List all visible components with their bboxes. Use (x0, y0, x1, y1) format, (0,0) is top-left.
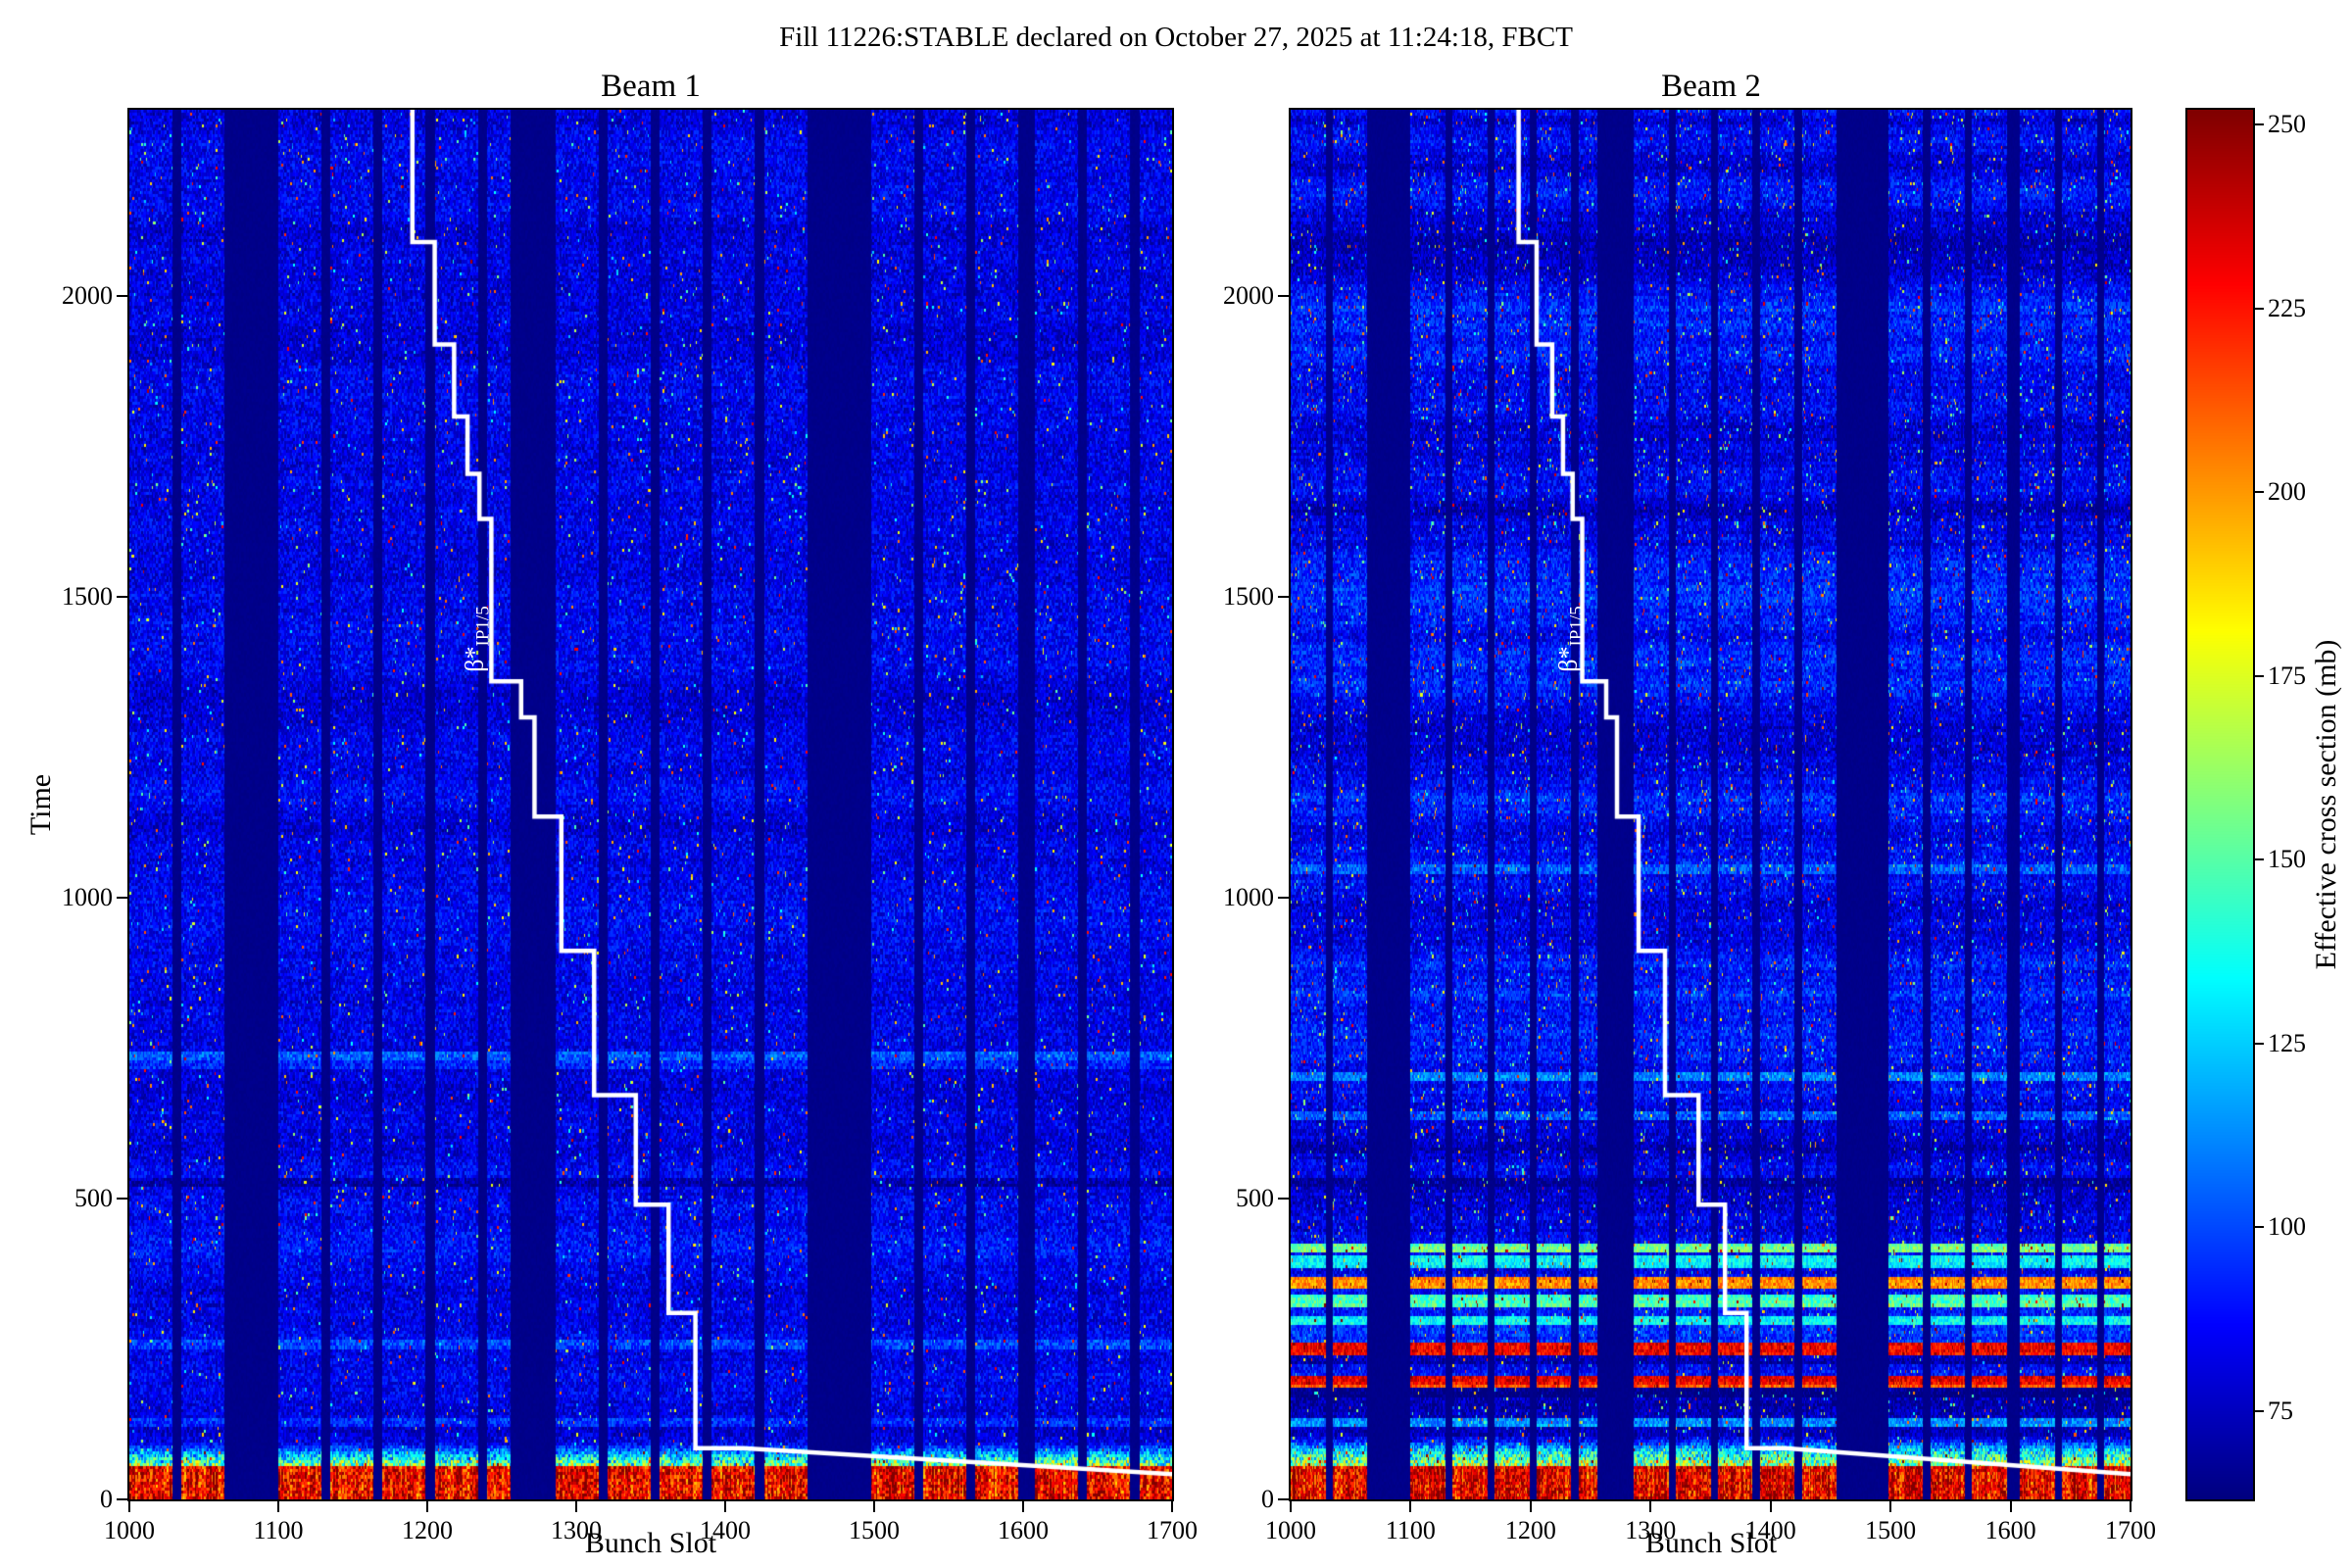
beta-star-symbol: β* (1553, 646, 1583, 672)
colorbar-gradient (2187, 110, 2253, 1499)
x-tick-label: 1200 (1504, 1516, 1556, 1544)
x-tick-label: 1300 (1625, 1516, 1677, 1544)
beam2-x-axis-label: Bunch Slot (1644, 1527, 1778, 1559)
x-tick-label: 1100 (1385, 1516, 1436, 1544)
beta-star-label-beam2: β*IP1/5 (1553, 606, 1588, 671)
x-tick-label: 1700 (2105, 1516, 2156, 1544)
y-tick-mark (1278, 1198, 1289, 1200)
x-tick-mark (1769, 1501, 1772, 1512)
y-tick-label: 500 (1236, 1184, 1274, 1213)
x-tick-mark (1889, 1501, 1892, 1512)
x-tick-mark (1171, 1501, 1173, 1512)
y-tick-label: 500 (74, 1184, 113, 1213)
beam1-x-axis-label: Bunch Slot (584, 1527, 717, 1559)
colorbar-tick-label: 125 (2268, 1028, 2306, 1057)
colorbar-tick-mark (2255, 1226, 2264, 1229)
colorbar-tick-mark (2255, 491, 2264, 494)
colorbar-tick-mark (2255, 1409, 2264, 1412)
x-tick-label: 1300 (551, 1516, 602, 1544)
x-tick-mark (1409, 1501, 1412, 1512)
colorbar-tick-mark (2255, 1042, 2264, 1045)
y-tick-label: 0 (100, 1485, 113, 1513)
x-tick-mark (277, 1501, 279, 1512)
beta-star-label-beam1: β*IP1/5 (460, 606, 494, 671)
y-tick-mark (117, 1198, 127, 1200)
y-tick-label: 1000 (62, 883, 113, 912)
beta-star-subscript: IP1/5 (1566, 606, 1588, 647)
x-tick-label: 1400 (1744, 1516, 1796, 1544)
y-tick-label: 2000 (1223, 281, 1274, 311)
colorbar-tick-label: 200 (2268, 477, 2306, 507)
x-tick-mark (1649, 1501, 1652, 1512)
x-tick-mark (2130, 1501, 2132, 1512)
x-tick-label: 1500 (1865, 1516, 1917, 1544)
y-tick-mark (117, 295, 127, 298)
x-tick-label: 1600 (1984, 1516, 2036, 1544)
x-tick-mark (1529, 1501, 1532, 1512)
beta-star-symbol: β* (460, 646, 489, 672)
colorbar-tick-label: 100 (2268, 1212, 2306, 1242)
beta-star-subscript: IP1/5 (472, 606, 494, 647)
y-tick-mark (1278, 596, 1289, 599)
y-tick-mark (1278, 295, 1289, 298)
x-tick-label: 1000 (1265, 1516, 1316, 1544)
colorbar-tick-mark (2255, 858, 2264, 861)
y-tick-mark (1278, 1498, 1289, 1500)
colorbar-tick-mark (2255, 674, 2264, 677)
x-tick-label: 1700 (1147, 1516, 1198, 1544)
colorbar-tick-label: 175 (2268, 661, 2306, 690)
x-tick-mark (128, 1501, 130, 1512)
x-tick-label: 1600 (998, 1516, 1049, 1544)
x-tick-label: 1400 (700, 1516, 751, 1544)
x-tick-label: 1000 (104, 1516, 155, 1544)
beam1-title: Beam 1 (601, 69, 701, 104)
colorbar-tick-label: 250 (2268, 110, 2306, 138)
x-tick-label: 1100 (253, 1516, 304, 1544)
y-tick-mark (1278, 897, 1289, 900)
colorbar-tick-mark (2255, 307, 2264, 310)
y-tick-label: 0 (1261, 1485, 1274, 1513)
x-tick-mark (873, 1501, 875, 1512)
y-tick-label: 1000 (1223, 883, 1274, 912)
x-tick-mark (2009, 1501, 2012, 1512)
y-tick-mark (117, 1498, 127, 1500)
beam2-heatmap (1291, 110, 2131, 1499)
y-tick-label: 1500 (62, 582, 113, 612)
x-tick-label: 1500 (849, 1516, 900, 1544)
x-tick-mark (1290, 1501, 1292, 1512)
beam1-heatmap (129, 110, 1172, 1499)
y-tick-label: 2000 (62, 281, 113, 311)
y-tick-mark (117, 596, 127, 599)
x-tick-label: 1200 (402, 1516, 453, 1544)
colorbar-tick-label: 75 (2268, 1396, 2293, 1425)
y-axis-label: Time (24, 773, 57, 836)
colorbar-tick-mark (2255, 123, 2264, 125)
x-tick-mark (724, 1501, 726, 1512)
x-tick-mark (426, 1501, 428, 1512)
figure-title: Fill 11226:STABLE declared on October 27… (779, 22, 1573, 53)
x-tick-mark (575, 1501, 577, 1512)
y-tick-mark (117, 897, 127, 900)
y-tick-label: 1500 (1223, 582, 1274, 612)
beam2-title: Beam 2 (1661, 69, 1761, 104)
x-tick-mark (1022, 1501, 1024, 1512)
colorbar-tick-label: 225 (2268, 293, 2306, 322)
colorbar-tick-label: 150 (2268, 845, 2306, 874)
